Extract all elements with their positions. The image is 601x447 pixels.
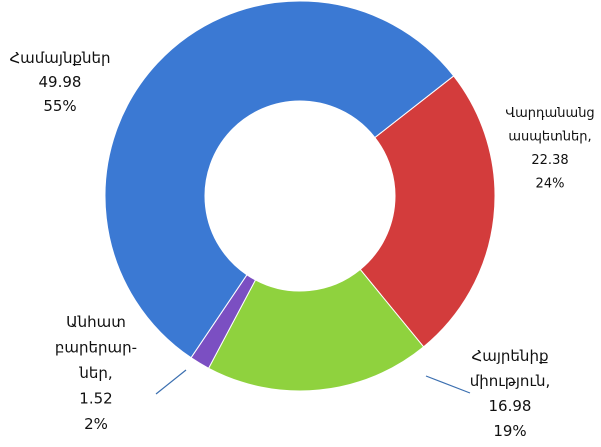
donut-slice — [359, 75, 496, 348]
leader-line — [425, 375, 471, 394]
label-line: Հայրենիք — [472, 347, 549, 365]
slice-label: Անհատ բարերար-ներ, 1.52 2% — [55, 313, 137, 433]
slice-label: Հայրենիք միություն, 16.98 19% — [470, 347, 551, 440]
label-line: 24% — [536, 176, 565, 191]
donut-slice — [104, 0, 455, 359]
label-line: 49.98 — [39, 73, 82, 91]
label-line: բարերար- — [55, 338, 137, 356]
slice-label: Վարդանանց ասպետներ, 22.38 24% — [505, 106, 594, 192]
label-line: 22.38 — [531, 153, 568, 168]
label-line: Անհատ — [66, 313, 126, 331]
label-line: միություն, — [470, 372, 551, 390]
label-line: Համայնքներ — [9, 49, 110, 67]
label-line: 2% — [84, 415, 108, 433]
label-line: ասպետներ, — [508, 129, 591, 144]
label-line: 55% — [43, 97, 76, 115]
leader-line — [155, 369, 187, 395]
label-line: 16.98 — [489, 397, 532, 415]
slice-label: Համայնքներ 49.98 55% — [9, 49, 110, 115]
label-line: Վարդանանց — [505, 106, 594, 121]
donut-slice — [207, 268, 425, 392]
label-line: 19% — [493, 422, 526, 440]
label-line: ներ, — [78, 364, 112, 382]
label-line: 1.52 — [79, 389, 112, 407]
